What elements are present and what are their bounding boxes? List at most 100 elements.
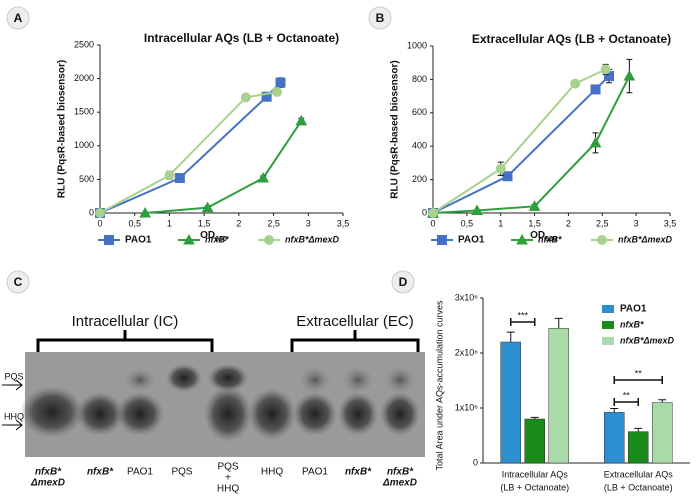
arrow	[2, 379, 23, 391]
marker	[174, 173, 185, 184]
marker	[295, 114, 308, 126]
significance-label: ***	[517, 310, 528, 320]
legend-label: nfxB*ΔmexD	[620, 335, 675, 345]
y-axis-label: Total Area under AQs-accumulation curves	[434, 300, 444, 471]
significance-label: **	[623, 390, 631, 400]
significance-bracket	[510, 318, 536, 326]
lane-label: HHQ	[217, 484, 239, 495]
legend-label: PAO1	[458, 235, 485, 246]
group-label: Extracellular (EC)	[296, 313, 414, 330]
panel-letter-circle	[6, 6, 30, 30]
lane-label: nfxB*	[387, 467, 414, 478]
panel-letter: A	[14, 11, 23, 25]
bar	[604, 412, 625, 464]
legend-label: nfxB*	[620, 319, 644, 329]
spot-label: HHQ	[4, 411, 24, 421]
lane-label: +	[225, 473, 231, 484]
marker	[600, 64, 611, 75]
x-tick-label: 3,5	[664, 218, 677, 228]
legend-label: nfxB*ΔmexD	[285, 234, 340, 244]
marker	[164, 170, 175, 181]
x-tick-label: 1	[498, 218, 503, 228]
y-tick-label: 1500	[74, 107, 94, 117]
x-tick-label: 2,5	[596, 218, 609, 228]
x-tick-label: 0,5	[461, 218, 474, 228]
significance-bracket	[613, 376, 663, 384]
panel-letter: C	[14, 275, 23, 289]
panel-letter: B	[376, 11, 385, 25]
x-axis-label-main: OD	[200, 230, 215, 241]
x-tick-label: 1,5	[198, 218, 211, 228]
error-bar	[554, 317, 563, 329]
legend-swatch	[602, 321, 614, 329]
x-tick-label: 0,5	[128, 218, 141, 228]
legend-swatch	[602, 305, 614, 313]
y-tick-label: 500	[79, 174, 94, 184]
lane-label: PAO1	[127, 467, 153, 478]
legend-label: nfxB*ΔmexD	[618, 234, 673, 244]
marker	[570, 78, 581, 89]
group-label: Intracellular (IC)	[72, 313, 179, 330]
legend-label: PAO1	[125, 235, 152, 246]
x-tick-label: Extracellular AQs	[604, 469, 674, 479]
y-tick-label: 2500	[74, 39, 94, 49]
y-tick-label: 2x10⁶	[455, 347, 479, 357]
legend-label: PAO1	[620, 304, 647, 315]
y-tick-label: 600	[412, 107, 427, 117]
legend-marker	[183, 233, 195, 245]
x-tick-label: Intracellular AQs	[502, 469, 569, 479]
y-tick-label: 1x10⁶	[455, 402, 479, 412]
x-tick-label: (LB + Octanoate)	[500, 482, 569, 492]
lane-label: nfxB*	[345, 467, 372, 478]
y-tick-label: 800	[412, 74, 427, 84]
lane-label: PQS	[217, 462, 238, 473]
marker	[95, 208, 105, 218]
lane-label: HHQ	[261, 467, 283, 478]
y-axis-label: RLU (PqsR-based biosensor)	[57, 60, 68, 198]
marker	[589, 136, 602, 148]
arrow	[2, 419, 23, 431]
x-tick-label: 0	[430, 218, 435, 228]
x-tick-label: 0	[97, 218, 102, 228]
error-bar	[634, 427, 643, 432]
x-tick-label: 2,5	[267, 218, 280, 228]
x-tick-label: (LB + Octanoate)	[604, 482, 673, 492]
y-tick-label: 0	[473, 457, 478, 467]
x-axis-label-main: OD	[530, 230, 545, 241]
legend-marker	[104, 235, 114, 245]
y-tick-label: 1000	[74, 140, 94, 150]
y-tick-label: 1000	[407, 40, 427, 50]
y-tick-label: 200	[412, 174, 427, 184]
x-axis-label: OD600	[200, 230, 227, 243]
series-line	[145, 120, 303, 214]
panel-c	[2, 330, 425, 457]
bar	[524, 418, 545, 464]
error-bar	[658, 399, 667, 403]
marker	[590, 84, 601, 95]
legend-label: nfxB*	[205, 234, 229, 244]
legend-marker	[437, 235, 447, 245]
chart-title: Extracellular AQs (LB + Octanoate)	[472, 32, 671, 46]
y-tick-label: 3x10⁶	[455, 292, 479, 302]
bar	[652, 402, 673, 464]
panel-letter-circle	[391, 270, 415, 294]
bar	[548, 328, 569, 464]
spot-label: PQS	[4, 371, 23, 381]
panel-letter: D	[399, 275, 408, 289]
y-tick-label: 2000	[74, 73, 94, 83]
lane-label: nfxB*	[35, 467, 62, 478]
series-line	[99, 91, 278, 214]
series-line	[432, 75, 631, 214]
panel-letter-circle	[6, 270, 30, 294]
significance-label: **	[635, 368, 643, 378]
x-tick-label: 1,5	[528, 218, 541, 228]
x-tick-label: 3	[634, 218, 639, 228]
legend-marker	[516, 233, 528, 245]
error-bar	[530, 416, 539, 419]
lane-label: nfxB*	[87, 467, 114, 478]
error-bar	[610, 408, 619, 413]
bracket	[36, 330, 214, 352]
x-tick-label: 3	[306, 218, 311, 228]
chart-title: Intracellular AQs (LB + Octanoate)	[144, 31, 339, 45]
